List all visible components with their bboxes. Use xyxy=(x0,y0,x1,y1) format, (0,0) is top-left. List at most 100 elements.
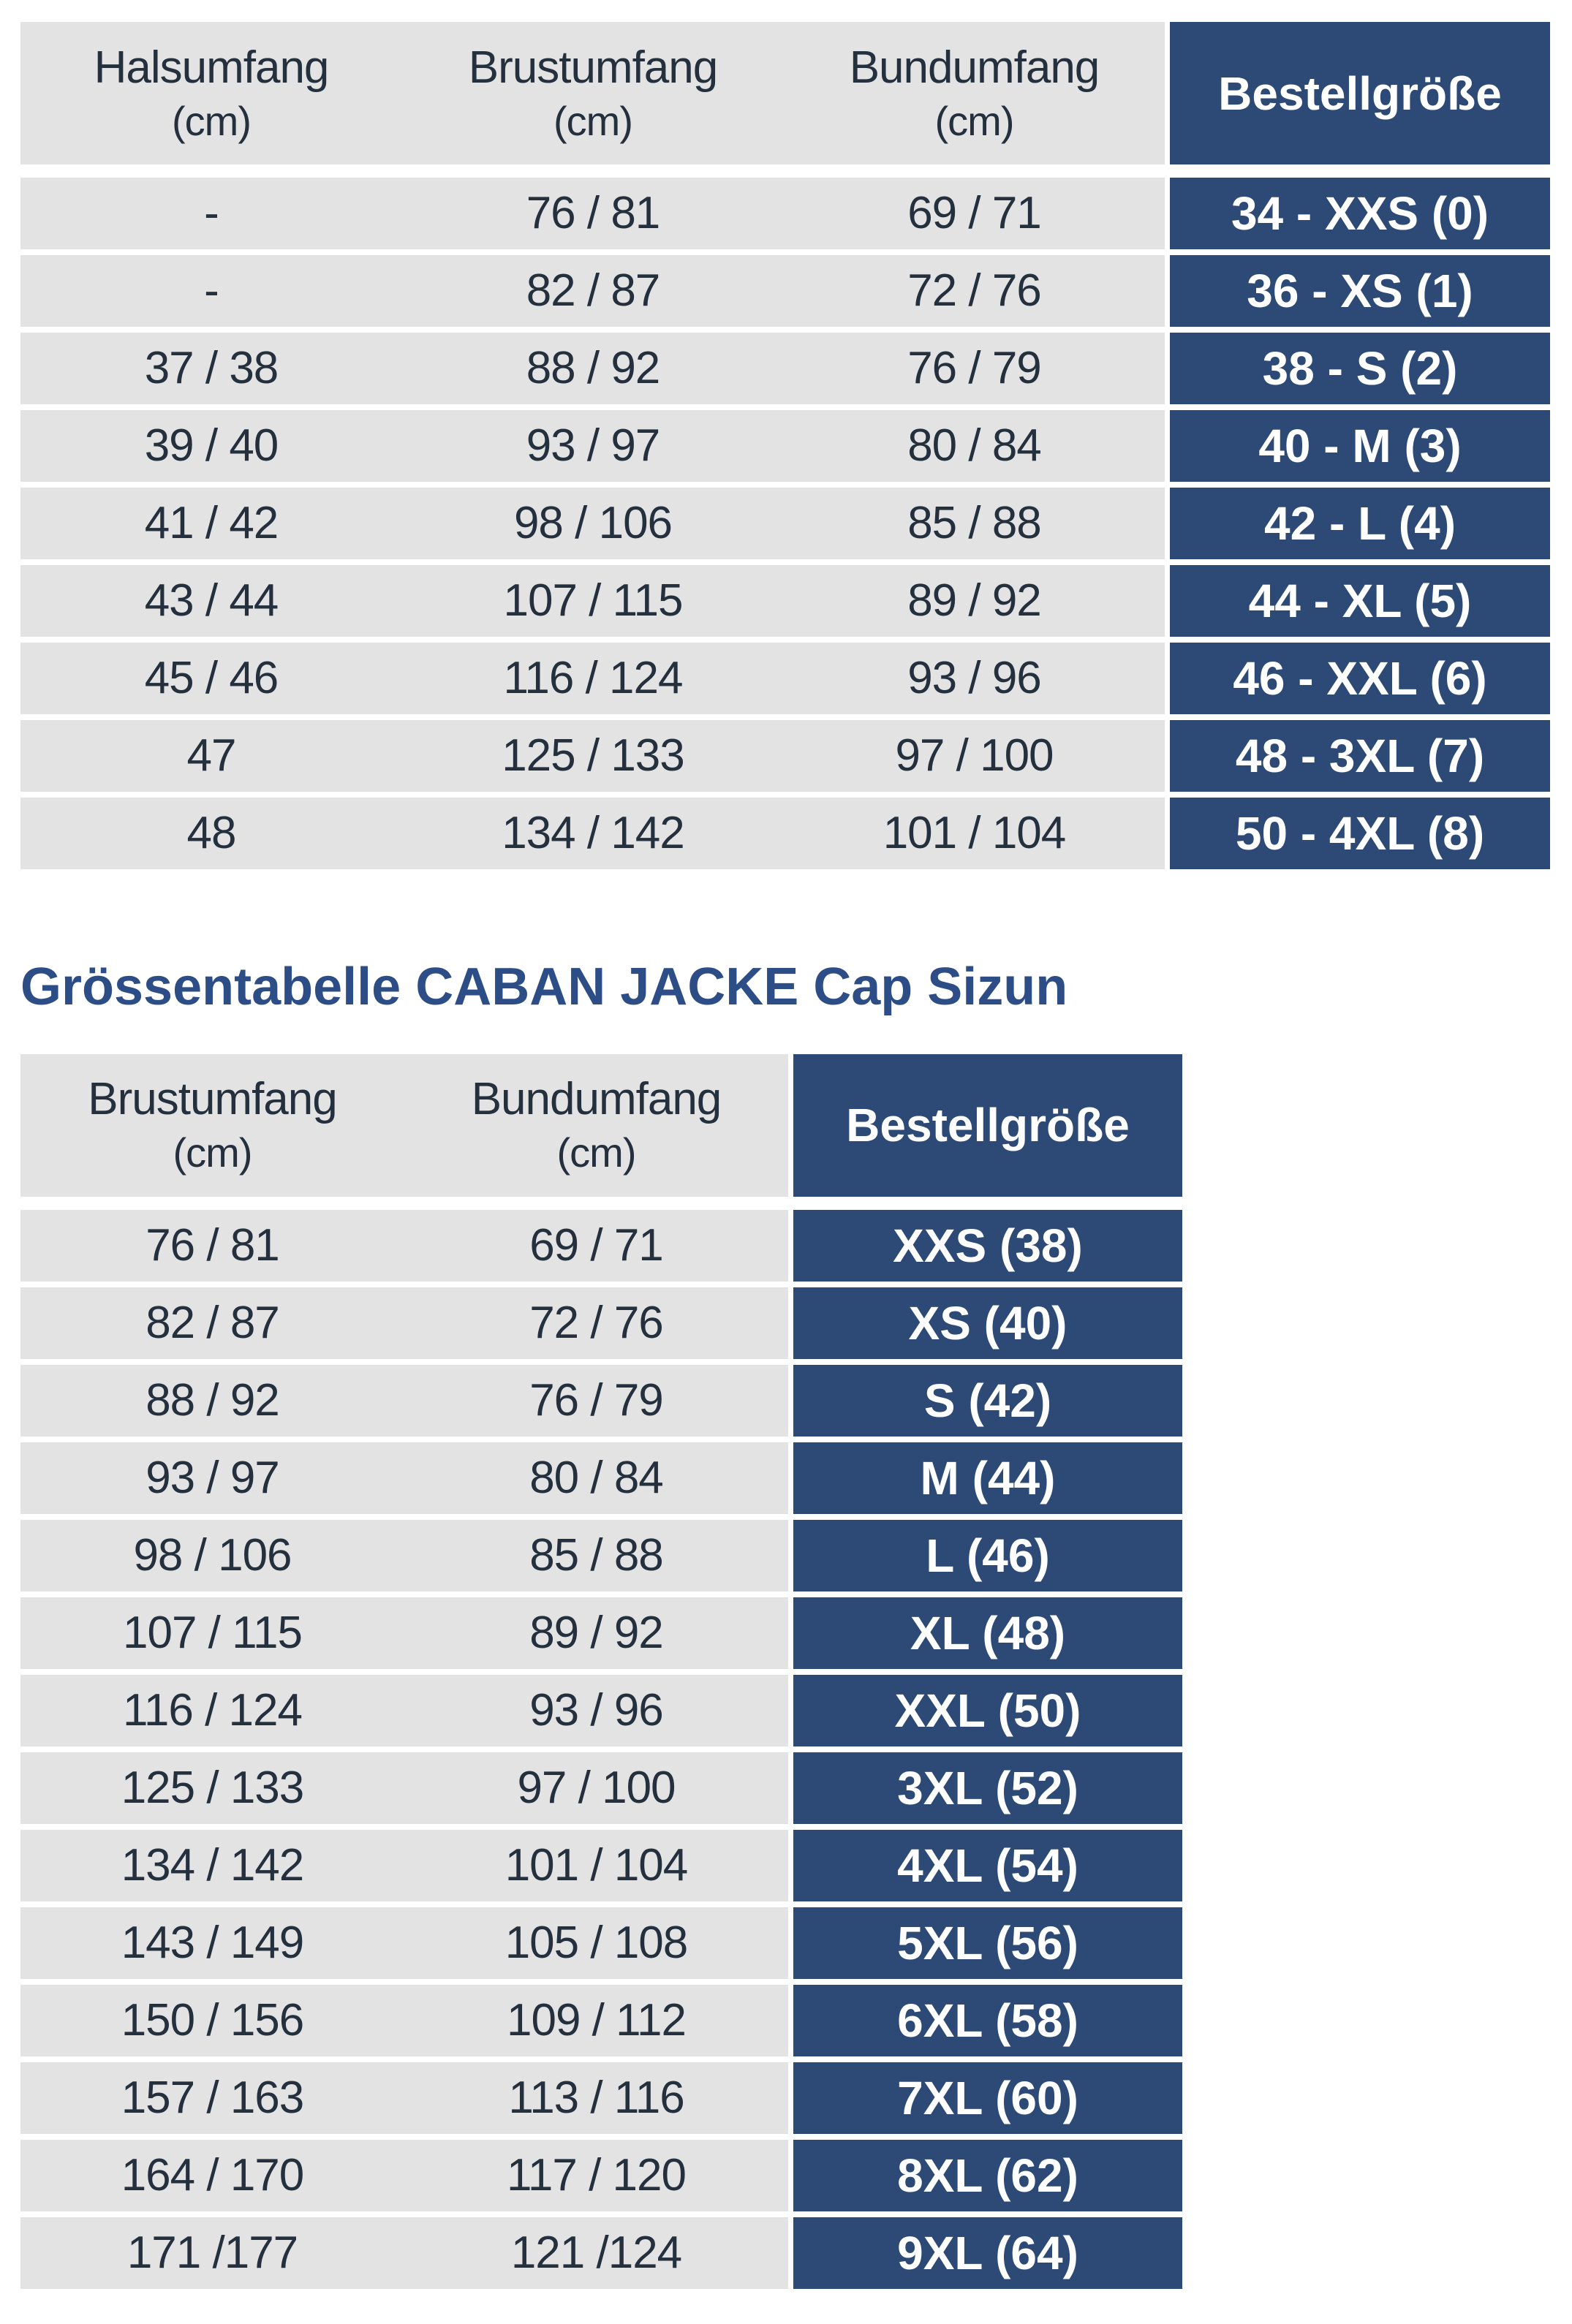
table-row: 164 / 170 117 / 120 8XL (62) xyxy=(20,2139,1182,2211)
measurement-cell: 41 / 42 xyxy=(20,488,402,559)
measurement-cell: 85 / 88 xyxy=(404,1519,788,1591)
column-header-bundumfang: Bundumfang (cm) xyxy=(784,22,1165,164)
measurement-cell: 101 / 104 xyxy=(404,1829,788,1901)
column-header-label: Brustumfang xyxy=(88,1074,338,1125)
order-size-cell: 50 - 4XL (8) xyxy=(1165,798,1550,869)
measurement-cell: 150 / 156 xyxy=(20,1984,404,2056)
table-row: 45 / 46 116 / 124 93 / 96 46 - XXL (6) xyxy=(20,643,1550,714)
measurement-cell: 98 / 106 xyxy=(402,488,784,559)
column-header-label: Bundumfang xyxy=(471,1074,722,1125)
table-row: 43 / 44 107 / 115 89 / 92 44 - XL (5) xyxy=(20,565,1550,637)
measurement-cell: 80 / 84 xyxy=(784,410,1165,482)
order-size-cell: 4XL (54) xyxy=(788,1829,1182,1901)
order-size-cell: 9XL (64) xyxy=(788,2217,1182,2289)
table-body: -76 / 81 69 / 71 34 - XXS (0) -82 / 87 72 / … xyxy=(20,178,1550,869)
order-size-cell: 40 - M (3) xyxy=(1165,410,1550,482)
order-size-cell: 38 - S (2) xyxy=(1165,333,1550,404)
table-row: 171 /177 121 /124 9XL (64) xyxy=(20,2217,1182,2289)
order-size-cell: XL (48) xyxy=(788,1597,1182,1669)
table-row: 37 / 38 88 / 92 76 / 79 38 - S (2) xyxy=(20,333,1550,404)
measurement-cell: 121 /124 xyxy=(404,2217,788,2289)
order-size-cell: XS (40) xyxy=(788,1287,1182,1359)
measurement-cell: 134 / 142 xyxy=(402,798,784,869)
order-size-cell: 42 - L (4) xyxy=(1165,488,1550,559)
table-row: 116 / 124 93 / 96 XXL (50) xyxy=(20,1674,1182,1746)
measurement-cell: 37 / 38 xyxy=(20,333,402,404)
column-header-unit: (cm) xyxy=(934,97,1015,144)
measurement-cell: 97 / 100 xyxy=(404,1752,788,1824)
measurement-cell: 116 / 124 xyxy=(402,643,784,714)
measurement-cell: 93 / 97 xyxy=(20,1442,404,1514)
table-row: 125 / 133 97 / 100 3XL (52) xyxy=(20,1752,1182,1824)
measurement-cell: 89 / 92 xyxy=(404,1597,788,1669)
column-header-unit: (cm) xyxy=(173,1129,253,1176)
column-header-label: Brustumfang xyxy=(468,42,719,93)
table-row: 88 / 92 76 / 79 S (42) xyxy=(20,1364,1182,1437)
column-header-label: Bestellgröße xyxy=(1218,67,1502,120)
measurement-cell: 80 / 84 xyxy=(404,1442,788,1514)
measurement-cell: 93 / 96 xyxy=(404,1674,788,1746)
table-row: 93 / 97 80 / 84 M (44) xyxy=(20,1442,1182,1514)
order-size-cell: 34 - XXS (0) xyxy=(1165,178,1550,249)
measurement-cell: 82 / 87 xyxy=(20,1287,404,1359)
table-row: 82 / 87 72 / 76 XS (40) xyxy=(20,1287,1182,1359)
measurement-cell: 47 xyxy=(20,720,402,792)
measurement-cell: 101 / 104 xyxy=(784,798,1165,869)
order-size-cell: XXL (50) xyxy=(788,1674,1182,1746)
measurement-cell: 76 / 81 xyxy=(402,178,784,249)
table-row: 98 / 106 85 / 88 L (46) xyxy=(20,1519,1182,1591)
measurement-cell: 88 / 92 xyxy=(402,333,784,404)
column-header-brustumfang: Brustumfang (cm) xyxy=(20,1053,404,1197)
order-size-cell: 8XL (62) xyxy=(788,2139,1182,2211)
measurement-cell: 76 / 79 xyxy=(784,333,1165,404)
table-body: 76 / 81 69 / 71 XXS (38) 82 / 87 72 / 76 XS (… xyxy=(20,1209,1182,2289)
order-size-cell: 5XL (56) xyxy=(788,1907,1182,1979)
column-header-label: Bestellgröße xyxy=(846,1099,1130,1152)
order-size-cell: M (44) xyxy=(788,1442,1182,1514)
column-header-unit: (cm) xyxy=(556,1129,637,1176)
measurement-cell: 117 / 120 xyxy=(404,2139,788,2211)
table-row: -82 / 87 72 / 76 36 - XS (1) xyxy=(20,255,1550,327)
measurement-cell: 157 / 163 xyxy=(20,2062,404,2134)
measurement-cell: 113 / 116 xyxy=(404,2062,788,2134)
measurement-cell: 93 / 97 xyxy=(402,410,784,482)
measurement-cell: 69 / 71 xyxy=(784,178,1165,249)
column-header-brustumfang: Brustumfang (cm) xyxy=(402,22,784,164)
measurement-cell: 69 / 71 xyxy=(404,1209,788,1282)
column-header-unit: (cm) xyxy=(553,97,633,144)
section-heading: Grössentabelle CABAN JACKE Cap Sizun xyxy=(20,958,1068,1016)
order-size-cell: 48 - 3XL (7) xyxy=(1165,720,1550,792)
measurement-cell: 76 / 79 xyxy=(404,1364,788,1437)
measurement-cell: 134 / 142 xyxy=(20,1829,404,1901)
measurement-cell: 82 / 87 xyxy=(402,255,784,327)
order-size-cell: 36 - XS (1) xyxy=(1165,255,1550,327)
measurement-cell: 76 / 81 xyxy=(20,1209,404,1282)
order-size-cell: L (46) xyxy=(788,1519,1182,1591)
order-size-cell: S (42) xyxy=(788,1364,1182,1437)
table-row: 39 / 40 93 / 97 80 / 84 40 - M (3) xyxy=(20,410,1550,482)
table-row: 48 134 / 142 101 / 104 50 - 4XL (8) xyxy=(20,798,1550,869)
measurement-cell: 109 / 112 xyxy=(404,1984,788,2056)
table-row: 41 / 42 98 / 106 85 / 88 42 - L (4) xyxy=(20,488,1550,559)
table-row: 47 125 / 133 97 / 100 48 - 3XL (7) xyxy=(20,720,1550,792)
measurement-cell: 107 / 115 xyxy=(402,565,784,637)
measurement-cell: 97 / 100 xyxy=(784,720,1165,792)
table-row: -76 / 81 69 / 71 34 - XXS (0) xyxy=(20,178,1550,249)
measurement-cell: 105 / 108 xyxy=(404,1907,788,1979)
table-row: 157 / 163 113 / 116 7XL (60) xyxy=(20,2062,1182,2134)
measurement-cell: 88 / 92 xyxy=(20,1364,404,1437)
order-size-cell: 46 - XXL (6) xyxy=(1165,643,1550,714)
column-header-label: Bundumfang xyxy=(849,42,1100,93)
column-header-bundumfang: Bundumfang (cm) xyxy=(404,1053,788,1197)
measurement-cell: 45 / 46 xyxy=(20,643,402,714)
measurement-cell: - xyxy=(20,255,402,327)
column-header-bestellgroesse: Bestellgröße xyxy=(788,1053,1182,1197)
table-header-row: Brustumfang (cm) Bundumfang (cm) Bestell… xyxy=(20,1053,1182,1197)
measurement-cell: 93 / 96 xyxy=(784,643,1165,714)
table-row: 143 / 149 105 / 108 5XL (56) xyxy=(20,1907,1182,1979)
table-header-row: Halsumfang (cm) Brustumfang (cm) Bundumf… xyxy=(20,22,1550,164)
measurement-cell: 39 / 40 xyxy=(20,410,402,482)
size-table-top: Halsumfang (cm) Brustumfang (cm) Bundumf… xyxy=(20,22,1550,869)
order-size-cell: XXS (38) xyxy=(788,1209,1182,1282)
